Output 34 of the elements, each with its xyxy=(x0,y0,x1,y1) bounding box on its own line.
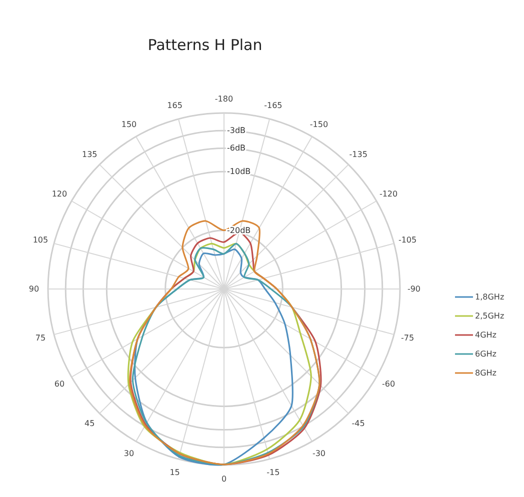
spoke-label: -45 xyxy=(352,418,365,428)
y-tick-label: -10dB xyxy=(227,167,251,176)
spoke-label: 165 xyxy=(167,100,182,110)
spoke-label: -15 xyxy=(266,468,280,478)
spoke-label: -180 xyxy=(214,94,234,104)
legend-label: 4GHz xyxy=(475,330,497,340)
spoke-label: -30 xyxy=(312,449,326,458)
spoke-label: 90 xyxy=(28,284,40,294)
spoke-label: -135 xyxy=(349,150,368,160)
spoke-label: 150 xyxy=(121,120,137,129)
y-tick-label: -20dB xyxy=(227,226,251,235)
spoke-label: 15 xyxy=(170,468,180,478)
spoke-label: -90 xyxy=(407,284,421,294)
spoke-label: -165 xyxy=(264,100,282,110)
spoke-label: 30 xyxy=(124,449,134,458)
legend-label: 6GHz xyxy=(475,350,497,358)
spoke-label: -105 xyxy=(398,235,417,244)
spoke-label: 105 xyxy=(32,235,48,244)
spoke-label: 45 xyxy=(84,418,95,428)
spoke-label: -60 xyxy=(382,380,396,388)
legend-label: 8GHz xyxy=(475,368,497,378)
legend-label: 1,8GHz xyxy=(475,292,504,302)
spoke-label: 0 xyxy=(221,474,227,484)
legend-label: 2,5GHz xyxy=(475,312,504,320)
spoke-label: 120 xyxy=(52,190,68,198)
y-tick-label: -3dB xyxy=(227,126,246,136)
spoke-label: -120 xyxy=(379,190,398,198)
spoke-label: 75 xyxy=(35,334,46,343)
spoke-label: 135 xyxy=(82,150,98,160)
spoke-label: 60 xyxy=(54,380,65,388)
spoke-label: -150 xyxy=(310,120,328,129)
y-tick-label: -6dB xyxy=(227,144,246,153)
spoke-label: -75 xyxy=(400,334,414,343)
chart-title: Patterns H Plan xyxy=(148,36,262,54)
